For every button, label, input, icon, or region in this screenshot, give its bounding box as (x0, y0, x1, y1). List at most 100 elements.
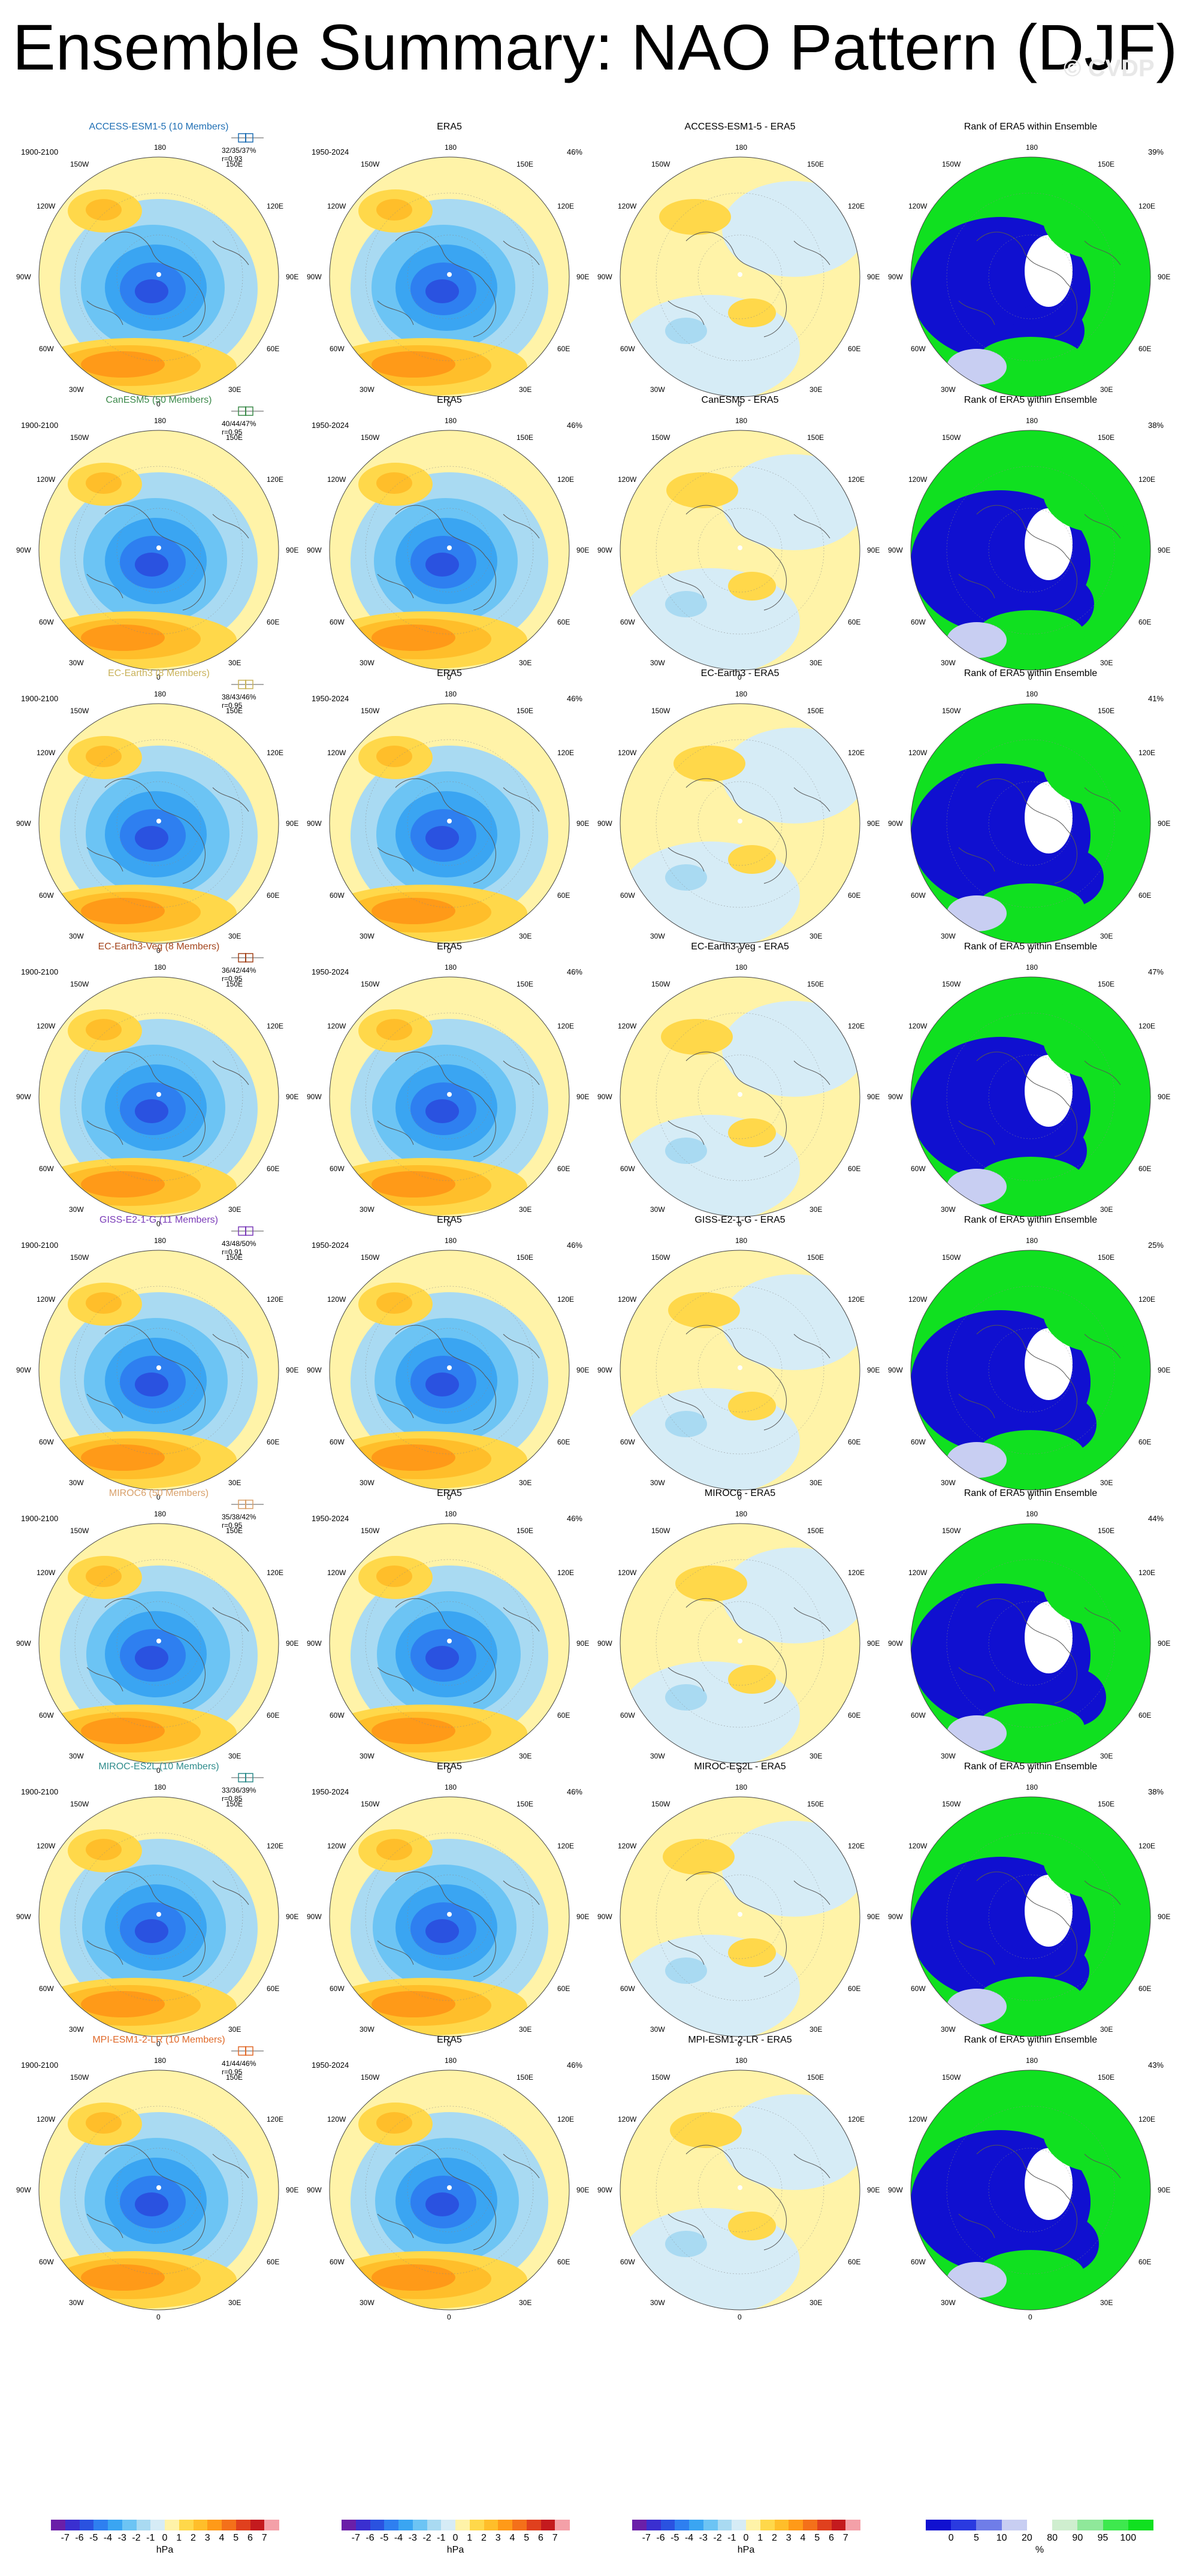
rank-map-globe (905, 1244, 1156, 1496)
longitude-label-ll2: 30W (650, 1479, 665, 1487)
latitude-circle (74, 192, 243, 361)
latitude-circle (407, 1601, 492, 1686)
north-pole-marker (447, 819, 452, 824)
model-map-svg (38, 2070, 279, 2310)
longitude-label-ur1: 150E (226, 707, 243, 715)
longitude-label-bottom: 0 (156, 400, 161, 408)
longitude-label-left: 90W (16, 2186, 31, 2194)
longitude-label-left: 90W (888, 1913, 903, 1921)
latitude-circle (407, 508, 492, 593)
era5-map-svg (329, 1523, 570, 1764)
latitude-circle (74, 466, 243, 635)
model-map-globe (33, 971, 285, 1223)
longitude-label-ll1: 60W (911, 1165, 926, 1173)
longitude-label-bottom: 0 (447, 1493, 451, 1501)
field-contour-9 (86, 746, 122, 767)
longitude-label-lr2: 30E (228, 385, 241, 394)
latitude-circle (656, 466, 824, 635)
colorbar-tick-label: -4 (684, 2533, 694, 2543)
colorbar-tick-label: 7 (261, 2533, 267, 2543)
field-contour-4 (425, 1373, 459, 1396)
model-period: 1900-2100 (21, 1514, 59, 1523)
coastline (377, 231, 540, 337)
difference-panel: MIROC-ES2L - ERA5 180 0 90W 90E 150W 120W 60W 30… (596, 1760, 884, 2047)
longitude-label-ul2: 120W (618, 1295, 637, 1304)
longitude-label-ll2: 30W (360, 1479, 374, 1487)
longitude-label-ur1: 150E (226, 1253, 243, 1262)
longitude-label-ll2: 30W (941, 2025, 956, 2034)
latitude-circle (988, 781, 1073, 866)
colorbar-swatch (526, 2520, 541, 2530)
longitude-label-ul1: 150W (942, 1527, 961, 1535)
colorbar-swatch (235, 2520, 250, 2530)
longitude-label-lr2: 30E (519, 385, 532, 394)
north-pole-marker (156, 545, 161, 550)
longitude-label-ur1: 150E (226, 1800, 243, 1808)
longitude-label-ur2: 120E (267, 202, 284, 210)
longitude-label-bottom: 0 (1028, 946, 1032, 955)
longitude-label-ul2: 120W (37, 1568, 56, 1577)
north-pole-marker (738, 272, 742, 277)
longitude-label-right: 90E (576, 1093, 590, 1101)
longitude-label-top: 180 (445, 1510, 457, 1518)
longitude-label-ur1: 150E (807, 1527, 824, 1535)
model-panel: MIROC6 (50 Members) 1900-2100 35/38/42% r=0… (15, 1486, 303, 1774)
longitude-label-ul2: 120W (908, 1842, 928, 1850)
longitude-label-top: 180 (445, 963, 457, 972)
longitude-label-ur2: 120E (557, 1842, 575, 1850)
colorbar-tick-label: -3 (699, 2533, 708, 2543)
longitude-label-ul2: 120W (327, 1295, 346, 1304)
rank-pct: 43% (1147, 2061, 1164, 2070)
longitude-label-ll1: 60W (39, 1438, 54, 1446)
coastline (86, 1051, 249, 1157)
colorbar-swatch (79, 2520, 94, 2530)
globe-outline (329, 1523, 570, 1764)
longitude-label-ll2: 30W (69, 385, 84, 394)
north-pole-marker (447, 1365, 452, 1370)
era5-panel: ERA5 1950-2024 46% 180 0 90W 90E 150W 120W 60W 30W… (306, 940, 593, 1227)
diff-map-globe (614, 424, 866, 676)
longitude-label-ul1: 150W (361, 2073, 380, 2082)
colorbar-swatch (93, 2520, 108, 2530)
model-period: 1900-2100 (21, 147, 59, 156)
colorbar-tick-label: 1 (467, 2533, 473, 2543)
coastline (958, 1598, 1121, 1704)
longitude-label-top: 180 (735, 1783, 748, 1791)
field-contour-1 (722, 1001, 860, 1097)
longitude-label-ur1: 150E (807, 160, 824, 168)
colorbar-tick-label: 6 (538, 2533, 543, 2543)
latitude-circle (697, 1328, 783, 1413)
longitude-label-ur2: 120E (848, 1842, 865, 1850)
longitude-label-bottom: 0 (1028, 2040, 1032, 2048)
field-contour-3 (728, 1665, 776, 1694)
longitude-label-ur2: 120E (848, 475, 865, 484)
colorbar-swatch (926, 2520, 952, 2530)
era5-period: 1950-2024 (312, 1787, 349, 1796)
model-row: ACCESS-ESM1-5 (10 Members) 1900-2100 32/35… (0, 120, 1190, 408)
field-contour-2 (663, 1839, 735, 1875)
diff-map-svg (620, 2070, 860, 2310)
colorbar-hpa-col1: -7 -6 -5 -4 -3 -2 -1 0 1 2 3 4 5 6 7 hPa (51, 2520, 279, 2555)
era5-variance-pct: 46% (566, 147, 582, 156)
model-stats-correlation: r=0.95 (222, 2068, 243, 2076)
longitude-label-ur1: 150E (1098, 160, 1115, 168)
difference-panel-title: GISS-E2-1-G - ERA5 (694, 1215, 786, 1225)
field-contour-7 (372, 1718, 455, 1744)
longitude-label-lr1: 60E (1138, 618, 1152, 626)
longitude-label-ur2: 120E (1138, 202, 1156, 210)
globe-outline (620, 1796, 860, 2037)
north-pole-marker (156, 819, 161, 824)
colorbar-tick-label: -2 (132, 2533, 141, 2543)
longitude-label-bottom: 0 (156, 1493, 161, 1501)
colorbar-swatch (250, 2520, 265, 2530)
longitude-label-ur1: 150E (1098, 2073, 1115, 2082)
colorbar-swatch (355, 2520, 370, 2530)
era5-panel: ERA5 1950-2024 46% 180 0 90W 90E 150W 120W 60W 30W… (306, 393, 593, 681)
longitude-label-left: 90W (597, 273, 612, 281)
longitude-label-top: 180 (445, 1783, 457, 1791)
colorbar-tick-label: 2 (772, 2533, 777, 2543)
difference-panel: MPI-ESM1-2-LR - ERA5 180 0 90W 90E 150W 120W 60… (596, 2033, 884, 2321)
rank-map-svg (910, 2070, 1151, 2310)
colorbar-tick-label: 6 (247, 2533, 253, 2543)
colorbar-tick-label: 2 (191, 2533, 196, 2543)
